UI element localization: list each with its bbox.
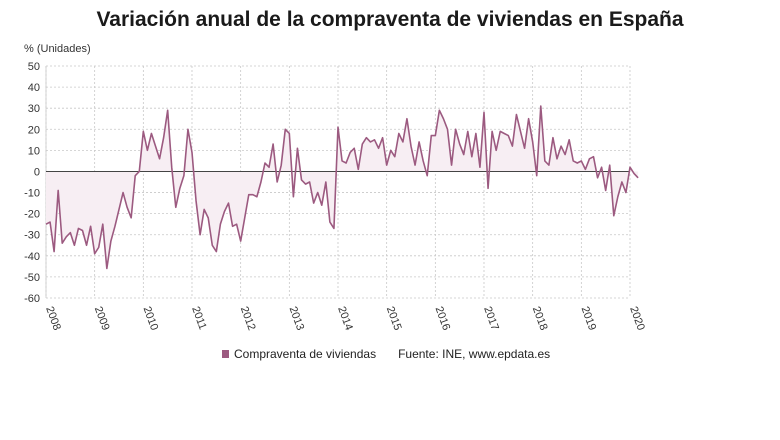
y-tick-label: -10	[24, 188, 40, 200]
x-tick-label: 2017	[481, 305, 501, 332]
chart-title: Variación anual de la compraventa de viv…	[96, 8, 684, 31]
source-note: Fuente: INE, www.epdata.es	[398, 347, 551, 361]
y-tick-label: -50	[24, 272, 40, 284]
legend-label: Compraventa de viviendas	[234, 347, 377, 361]
y-tick-label: 50	[28, 61, 40, 73]
y-tick-label: 20	[28, 124, 40, 136]
x-tick-label: 2011	[189, 305, 208, 331]
y-tick-label: 10	[28, 145, 40, 157]
y-tick-label: -30	[24, 230, 40, 242]
x-tick-label: 2015	[384, 305, 404, 332]
chart-legend: Compraventa de viviendas Fuente: INE, www…	[222, 347, 550, 361]
x-tick-label: 2020	[627, 305, 647, 332]
y-tick-label: 40	[28, 82, 40, 94]
legend-swatch	[222, 350, 229, 358]
y-tick-label: 30	[28, 103, 40, 115]
y-axis-label: % (Unidades)	[24, 43, 91, 55]
x-tick-label: 2012	[238, 305, 258, 332]
x-tick-label: 2014	[335, 305, 355, 332]
x-tick-label: 2010	[141, 305, 161, 332]
x-tick-label: 2019	[579, 305, 599, 332]
x-tick-label: 2008	[43, 305, 63, 332]
x-tick-label: 2009	[92, 305, 112, 332]
y-tick-label: 0	[34, 166, 40, 178]
y-tick-label: -60	[24, 293, 40, 305]
series-line	[45, 105, 639, 270]
x-tick-label: 2016	[433, 305, 453, 332]
x-tick-label: 2013	[287, 305, 307, 332]
x-tick-label: 2018	[530, 305, 550, 332]
y-tick-label: -40	[24, 251, 40, 263]
y-tick-label: -20	[24, 209, 40, 221]
